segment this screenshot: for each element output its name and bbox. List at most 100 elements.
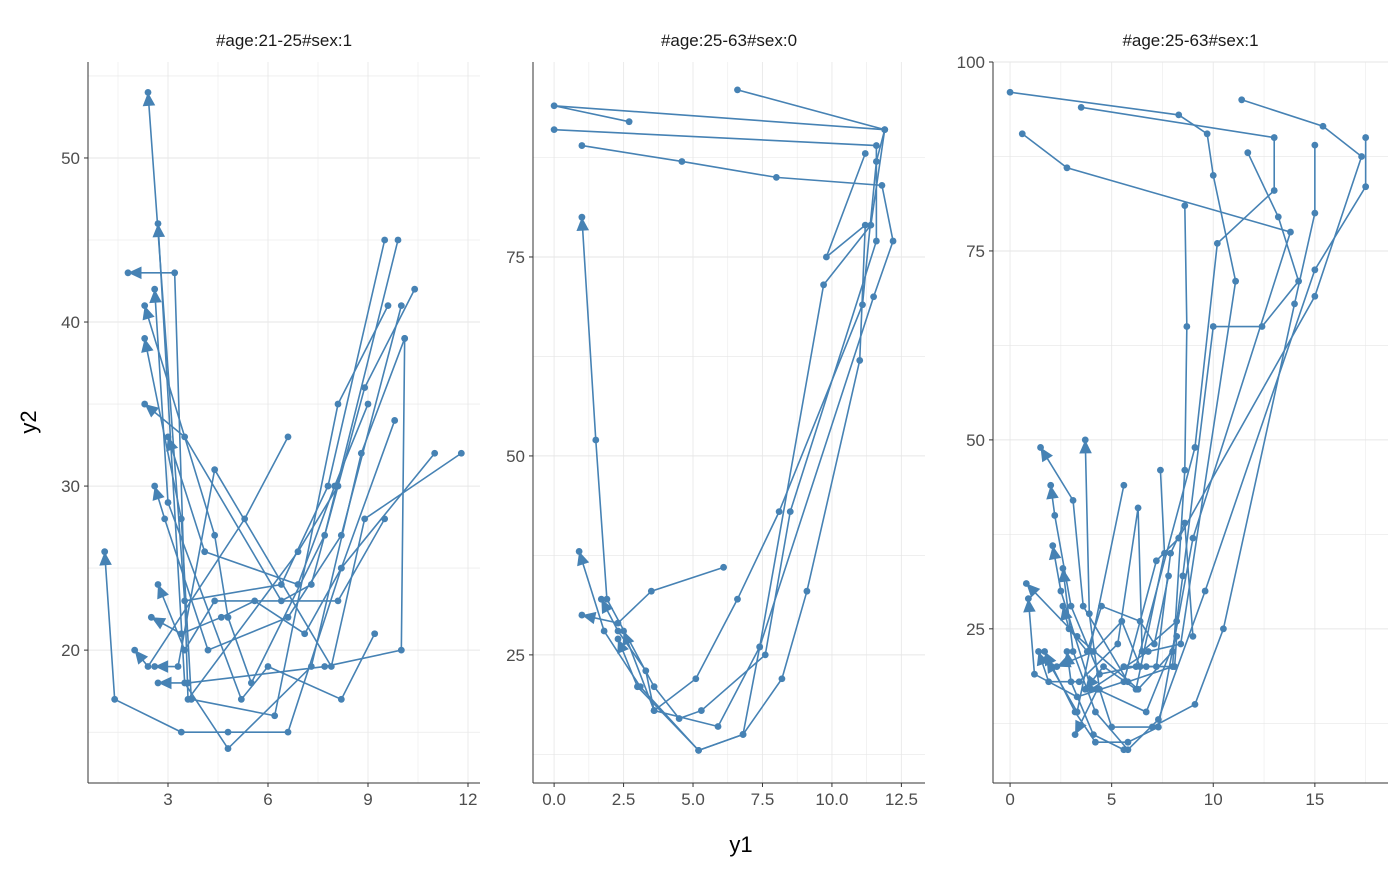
arrow-head xyxy=(1060,606,1073,621)
data-point xyxy=(1150,640,1158,648)
arrow-head xyxy=(154,660,169,673)
data-point xyxy=(1183,323,1191,330)
y-tick-label: 50 xyxy=(506,447,525,466)
trajectory-line xyxy=(154,452,462,669)
panel-3: 0 5 10 15 25 50 75 100 #age:25-63#sex:1 xyxy=(957,31,1388,809)
x-tick-label: 5 xyxy=(1107,790,1116,809)
trajectory-line xyxy=(153,305,403,652)
data-point xyxy=(1018,130,1026,138)
arrow-head xyxy=(1023,598,1036,613)
arrow-head xyxy=(128,266,142,280)
data-point xyxy=(786,508,794,516)
trajectory-9 xyxy=(1035,504,1181,686)
data-point xyxy=(861,221,869,229)
trajectory-8 xyxy=(141,285,419,605)
data-point xyxy=(411,285,419,293)
arrow-head xyxy=(158,676,172,690)
data-point xyxy=(361,515,369,523)
data-point xyxy=(284,433,292,441)
data-point xyxy=(1065,625,1073,633)
data-point xyxy=(1175,111,1183,119)
trajectory-12 xyxy=(1081,466,1168,693)
trajectory-7 xyxy=(1023,96,1365,701)
data-point xyxy=(678,158,686,165)
x-tick-label: 7.5 xyxy=(751,790,775,809)
data-point xyxy=(614,627,622,635)
arrow-head xyxy=(1058,568,1071,583)
data-point xyxy=(111,695,119,703)
data-point xyxy=(1118,617,1126,625)
y-tick-label: 40 xyxy=(61,313,80,332)
trajectory-7 xyxy=(141,302,392,720)
data-point xyxy=(337,564,345,572)
trajectory-4 xyxy=(1006,88,1240,693)
data-point xyxy=(457,449,465,457)
x-tick-label: 0 xyxy=(1005,790,1014,809)
x-tick-label: 9 xyxy=(363,790,372,809)
data-point xyxy=(872,237,880,245)
data-point xyxy=(692,675,700,683)
data-point xyxy=(1287,228,1294,236)
data-point xyxy=(211,466,219,474)
data-point xyxy=(224,745,232,752)
trajectory-line xyxy=(1027,99,1363,698)
data-point xyxy=(1006,88,1014,96)
data-point xyxy=(1067,678,1075,686)
data-point xyxy=(650,707,658,714)
data-point xyxy=(381,236,389,244)
data-point xyxy=(1031,670,1038,678)
data-point xyxy=(1057,587,1065,595)
data-point xyxy=(1220,625,1227,633)
data-point xyxy=(697,707,705,714)
data-point xyxy=(1181,519,1189,527)
data-point xyxy=(1161,549,1168,557)
data-point xyxy=(1209,171,1217,179)
data-point xyxy=(1142,663,1150,671)
panel-2: 0.0 2.5 5.0 7.5 10.0 12.5 25 50 75 #age:25-63#sex… xyxy=(506,31,925,809)
data-point xyxy=(878,181,886,189)
data-point xyxy=(144,663,152,670)
data-point xyxy=(1094,685,1101,693)
data-point xyxy=(1311,266,1319,274)
trajectory-line xyxy=(581,566,724,624)
data-point xyxy=(1132,685,1140,693)
trajectory-5 xyxy=(614,150,869,754)
data-point xyxy=(1209,323,1217,330)
data-point xyxy=(181,646,189,654)
data-point xyxy=(101,548,109,556)
arrow-head xyxy=(99,551,112,566)
data-point xyxy=(1167,549,1174,557)
trajectory-line xyxy=(1062,137,1367,751)
data-point xyxy=(184,679,192,687)
data-point xyxy=(720,563,727,571)
data-point xyxy=(177,515,185,523)
x-tick-label: 5.0 xyxy=(681,790,705,809)
panel-1: 3 6 9 12 20 30 40 50 #age:21-25#sex:1 xyxy=(61,31,480,809)
arrow-head xyxy=(601,599,614,615)
data-point xyxy=(151,285,159,293)
data-point xyxy=(1238,96,1246,104)
data-point xyxy=(1142,708,1150,716)
data-point xyxy=(334,597,342,605)
data-point xyxy=(1358,153,1365,160)
panel-title: #age:25-63#sex:0 xyxy=(661,31,797,50)
trajectory-3 xyxy=(1046,103,1278,678)
data-point xyxy=(284,613,292,621)
data-point xyxy=(141,335,149,342)
data-point xyxy=(1120,746,1128,754)
data-point xyxy=(1073,708,1081,716)
data-point xyxy=(337,695,345,703)
data-point xyxy=(371,630,379,638)
arrow-head xyxy=(576,217,590,232)
trajectory-2 xyxy=(142,88,389,605)
data-point xyxy=(820,281,827,289)
data-point xyxy=(1114,640,1122,648)
data-point xyxy=(1152,557,1160,565)
trajectory-13 xyxy=(1071,632,1181,739)
arrow-head xyxy=(577,551,590,567)
data-point xyxy=(1362,183,1370,191)
arrow-head xyxy=(581,611,597,625)
data-point xyxy=(294,548,302,556)
y-tick-label: 20 xyxy=(61,641,80,660)
